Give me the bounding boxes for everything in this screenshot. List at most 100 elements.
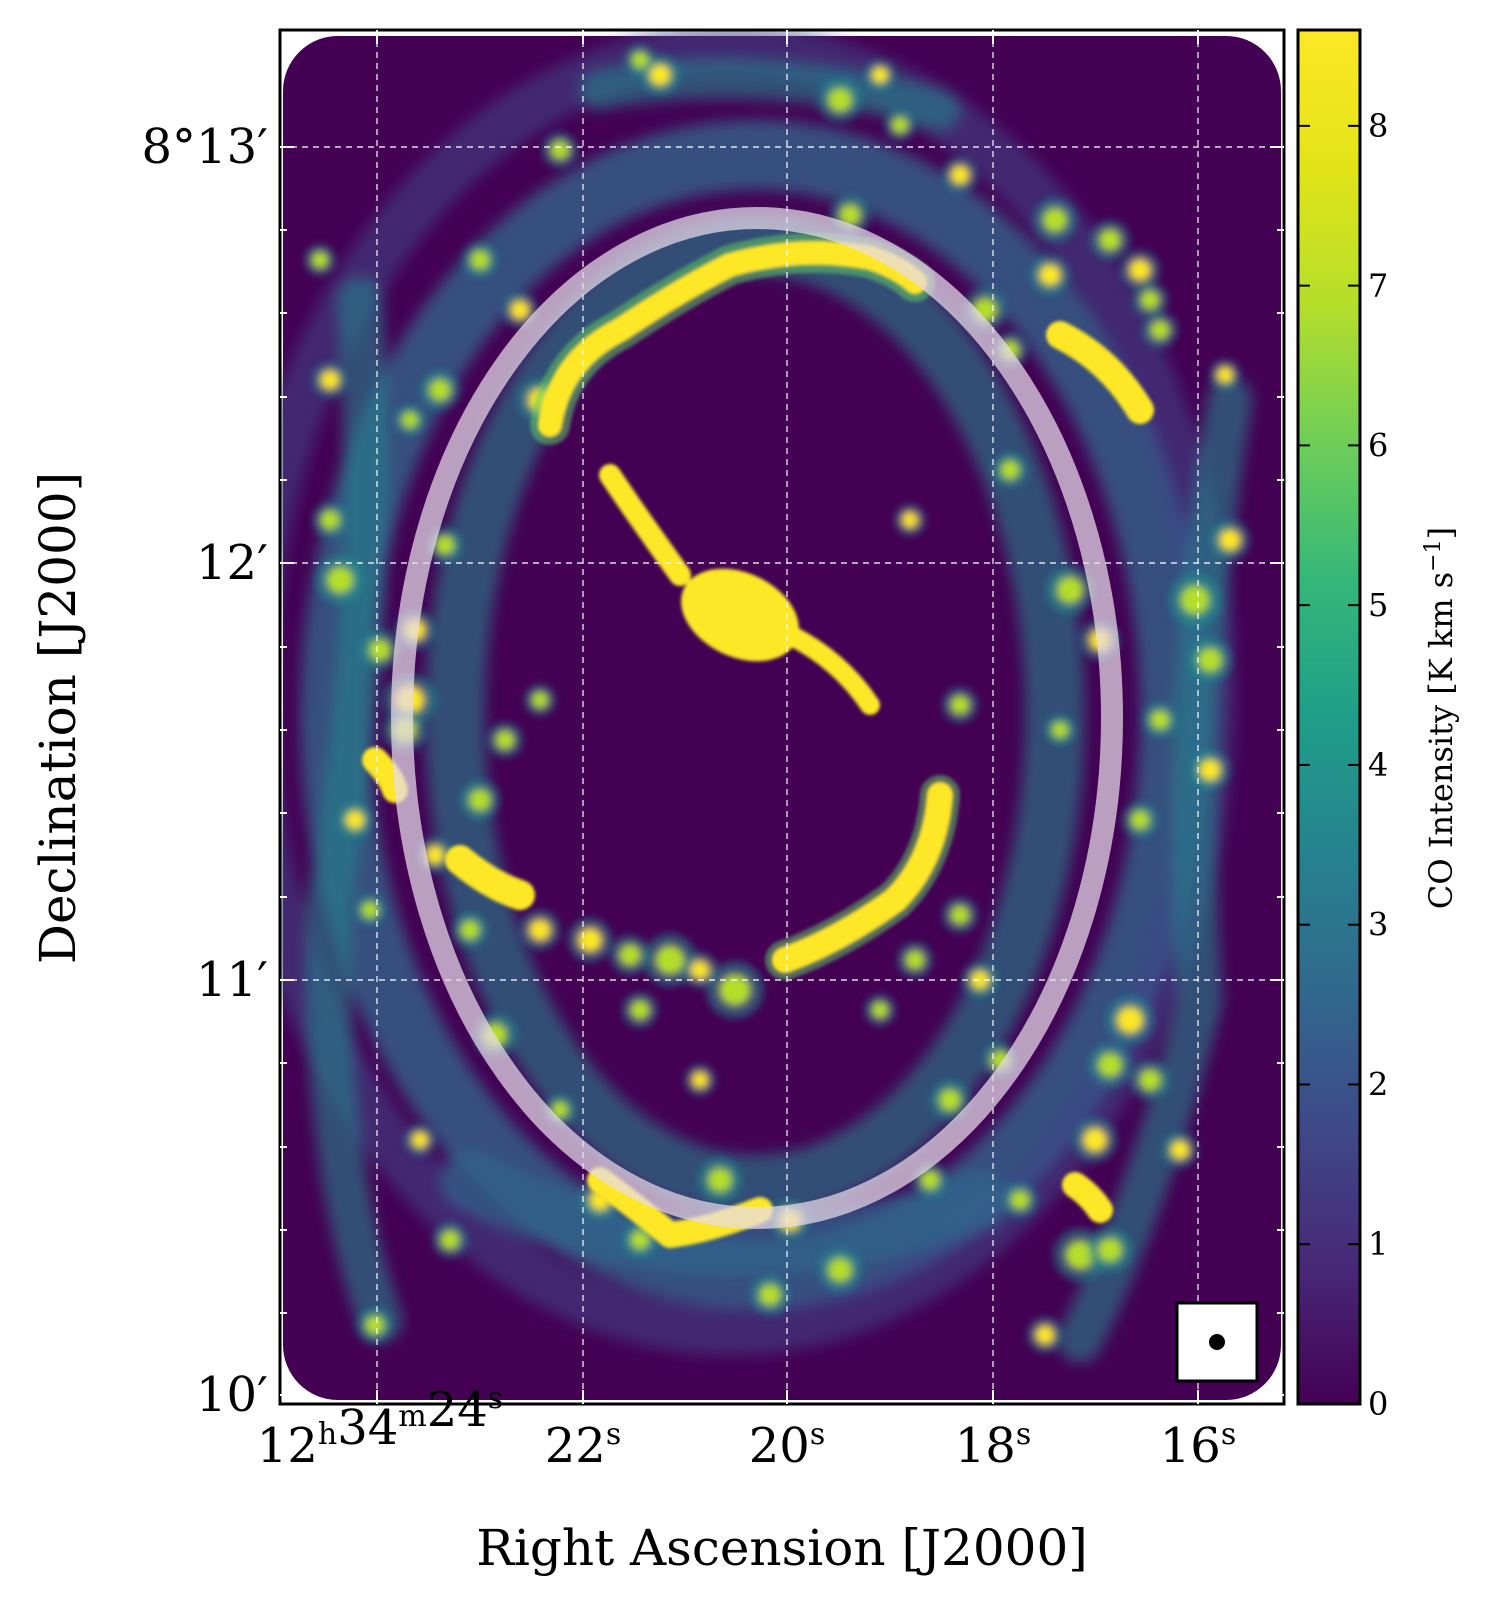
- colorbar-ticks: 0 1 2 3 4 5 6 7 8: [1298, 107, 1388, 1423]
- reference-ellipse: [391, 207, 1123, 1229]
- beam-dot: [1209, 1334, 1225, 1350]
- emission-knot: [1216, 366, 1234, 384]
- emission-knot: [435, 535, 455, 555]
- emission-knot: [619, 944, 641, 966]
- emission-knot: [1116, 1006, 1144, 1034]
- southern-arm-core: [772, 782, 953, 973]
- emission-knot: [719, 974, 751, 1006]
- emission-knot: [871, 66, 889, 84]
- emission-knot: [369, 639, 391, 661]
- emission-knot: [1051, 721, 1069, 739]
- colorbar-gradient: [1298, 30, 1360, 1404]
- colorbar-tick-label: 1: [1368, 1225, 1388, 1263]
- beam-indicator: [1175, 1301, 1259, 1383]
- emission-knot: [1010, 1190, 1030, 1210]
- emission-knot: [578, 928, 602, 952]
- emission-knot: [440, 1230, 460, 1250]
- emission-knot: [1065, 1240, 1095, 1270]
- emission-knot: [1139, 1069, 1161, 1091]
- emission-knot: [550, 140, 570, 160]
- emission-knot: [510, 300, 530, 320]
- emission-knot: [828, 88, 852, 112]
- emission-knot: [311, 251, 329, 269]
- emission-knot: [759, 1284, 781, 1306]
- emission-knot: [691, 1071, 709, 1089]
- emission-knot: [531, 691, 549, 709]
- emission-knot: [690, 960, 710, 980]
- emission-knot: [551, 1101, 569, 1119]
- emission-knot: [1180, 585, 1210, 615]
- emission-knot: [950, 165, 970, 185]
- colorbar-tick-label: 0: [1368, 1385, 1388, 1423]
- emission-knot: [939, 1089, 961, 1111]
- co-intensity-map: [280, 30, 1284, 1404]
- emission-knot: [1098, 1053, 1122, 1077]
- y-axis-title: Declination [J2000]: [29, 472, 87, 964]
- x-tick-labels: 12h34m24s 22s 20s 18s 16s: [257, 1381, 1236, 1474]
- emission-knot: [871, 1001, 889, 1019]
- emission-knot: [891, 116, 909, 134]
- central-bar-north: [599, 464, 691, 586]
- emission-knot: [950, 905, 970, 925]
- emission-knot: [495, 730, 515, 750]
- emission-knot: [320, 370, 340, 390]
- emission-knot: [1140, 290, 1160, 310]
- nucleus: [681, 568, 799, 662]
- emission-knot: [1199, 759, 1221, 781]
- colorbar-tick-label: 8: [1368, 107, 1388, 145]
- emission-knot: [920, 1170, 940, 1190]
- emission-knot: [411, 1131, 429, 1149]
- y-tick-label: 8°13′: [141, 119, 268, 175]
- emission-knot: [365, 1315, 385, 1335]
- x-tick-label: 22s: [545, 1417, 621, 1474]
- emission-knot: [1129, 259, 1151, 281]
- emission-knot: [1198, 648, 1222, 672]
- emission-knot: [970, 970, 990, 990]
- map-frame: [278, 28, 1286, 1406]
- axis-ticks: [280, 30, 1284, 1404]
- emission-knot: [529, 919, 551, 941]
- colorbar-tick-label: 3: [1368, 906, 1388, 944]
- emission-knot: [1000, 460, 1020, 480]
- emission-knot: [828, 1258, 852, 1282]
- emission-knot: [905, 950, 925, 970]
- emission-knot: [361, 901, 379, 919]
- x-axis-title: Right Ascension [J2000]: [476, 1519, 1088, 1577]
- emission-knot: [425, 845, 445, 865]
- emission-knot: [469, 789, 491, 811]
- colorbar-tick-label: 6: [1368, 426, 1388, 464]
- colorbar-tick-label: 2: [1368, 1065, 1388, 1103]
- emission-knot: [1056, 576, 1084, 604]
- emission-knot: [950, 695, 970, 715]
- emission-knot: [1035, 1325, 1055, 1345]
- emission-knot: [1170, 1140, 1190, 1160]
- emission-knot: [470, 250, 490, 270]
- emission-knot: [1150, 320, 1170, 340]
- colorbar-frame: [1296, 28, 1362, 1406]
- sw-clump: [445, 845, 535, 910]
- emission-knot: [1150, 710, 1170, 730]
- y-tick-label: 10′: [196, 1367, 268, 1423]
- ne-arc: [1046, 321, 1154, 424]
- y-tick-label: 11′: [196, 952, 268, 1008]
- emission-knot: [630, 1230, 650, 1250]
- se-clump: [1062, 1172, 1113, 1223]
- central-bar-south: [780, 625, 880, 715]
- emission-knot: [655, 945, 685, 975]
- emission-knot: [1099, 229, 1121, 251]
- x-tick-label: 20s: [749, 1417, 825, 1474]
- colorbar-tick-label: 7: [1368, 267, 1388, 305]
- emission-knot: [326, 566, 354, 594]
- emission-knot: [901, 511, 919, 529]
- emission-knot: [429, 379, 451, 401]
- emission-knot: [1043, 208, 1067, 232]
- emission-knot: [1083, 1128, 1107, 1152]
- x-tick-label: 16s: [1160, 1417, 1236, 1474]
- x-tick-label: 18s: [955, 1417, 1031, 1474]
- emission-knot: [1039, 264, 1061, 286]
- emission-knot: [630, 1000, 650, 1020]
- northern-arm-core: [538, 240, 927, 437]
- x-tick-label: 12h34m24s: [257, 1381, 503, 1474]
- emission-knot: [1130, 810, 1150, 830]
